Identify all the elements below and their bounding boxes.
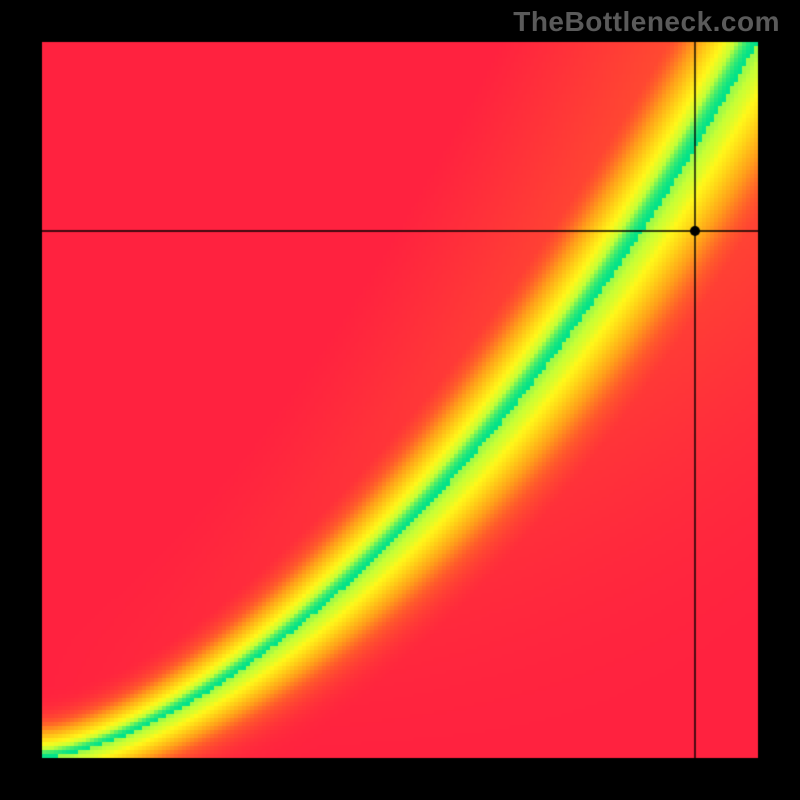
chart-container: TheBottleneck.com	[0, 0, 800, 800]
bottleneck-heatmap	[0, 0, 800, 800]
watermark-text: TheBottleneck.com	[513, 6, 780, 38]
